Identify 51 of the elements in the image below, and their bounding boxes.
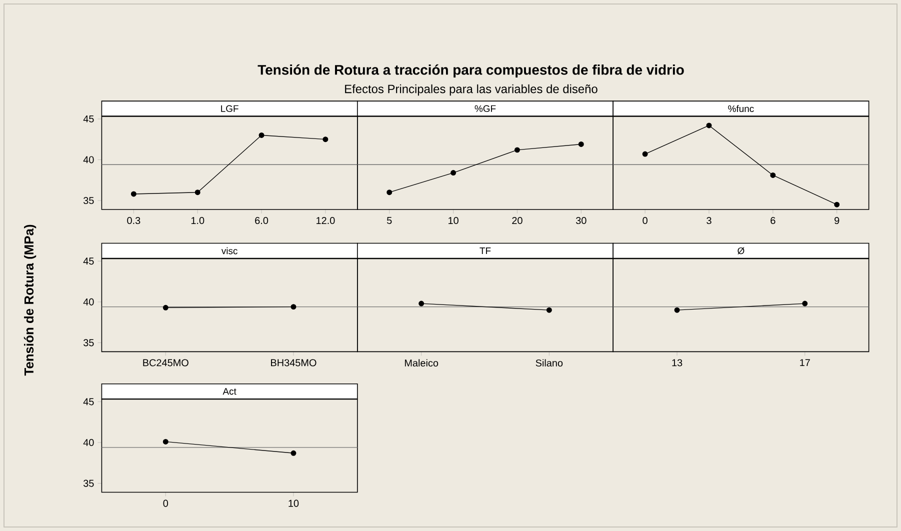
x-tick-label: Silano [536,359,563,367]
y-tick-label: 40 [83,439,94,446]
y-tick-label: 45 [83,398,94,406]
x-tick-label: 0 [163,500,168,507]
text: Tensión de Rotura (MPa) [24,224,36,376]
x-tick-label: 12.0 [316,217,335,224]
point [578,141,584,147]
y-tick-label: 35 [83,196,94,204]
chart-title: LGF [221,105,238,112]
x-tick-label: 5 [387,217,392,224]
x-tick-label: 0.3 [127,217,140,224]
x-tick-label: BC245MO [143,359,188,366]
x-tick-label: 10 [288,500,299,507]
point [834,202,840,208]
point [194,190,200,196]
point [450,170,456,176]
x-tick-label: 13 [672,359,682,366]
y-tick-label: 40 [83,298,94,306]
x-tick-label: 20 [512,217,522,224]
chart-title: %GF [474,105,496,112]
x-tick-label: 6 [770,217,776,224]
x-tick-label: 30 [576,217,586,224]
point [130,191,136,197]
point [770,172,776,178]
y-tick-label: 35 [83,480,94,487]
x-tick-label: 17 [800,359,810,366]
chart-title: TF [480,248,491,254]
y-tick-label: 45 [83,258,94,265]
chart-title: Act [222,388,236,395]
x-tick-label: Maleico [404,359,438,367]
point [258,132,264,138]
point [322,136,328,142]
x-tick-label: 3 [706,217,712,224]
point [706,122,712,128]
text: Tensión de Rotura a tracción para compuestos de fibra de vidrio [258,64,684,78]
x-tick-label: 9 [834,217,840,224]
x-tick-label: 6.0 [255,217,268,224]
x-tick-label: 1.0 [191,217,204,224]
y-tick-label: 40 [83,156,94,164]
x-tick-label: 0 [642,217,648,224]
point [642,151,648,157]
point [514,147,520,153]
point [386,190,392,196]
text: Efectos Principales para las variables de diseño [345,84,598,96]
y-tick-label: 35 [83,339,94,346]
x-tick-label: BH345MO [271,359,316,366]
y-tick-label: 45 [83,115,94,122]
chart-title: visc [221,247,238,254]
chart-title: Ø [738,247,744,254]
x-tick-label: 10 [448,217,458,224]
chart-title: %func [728,105,754,112]
